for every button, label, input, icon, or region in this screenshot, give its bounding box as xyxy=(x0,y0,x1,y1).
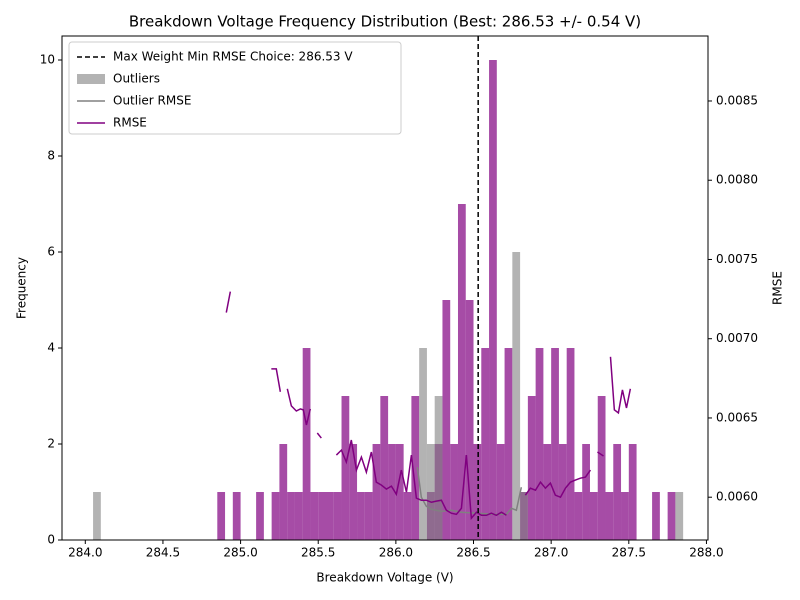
y2-tick-label: 0.0075 xyxy=(716,252,758,266)
y2-axis-label: RMSE xyxy=(771,271,785,305)
histogram-bar xyxy=(566,348,575,540)
chart-title: Breakdown Voltage Frequency Distribution… xyxy=(129,13,641,31)
histogram-bar xyxy=(535,348,544,540)
x-tick-label: 284.5 xyxy=(146,546,180,560)
rmse-line xyxy=(225,291,632,521)
histogram-bar xyxy=(520,492,528,540)
x-tick-label: 286.0 xyxy=(379,546,413,560)
histogram-bar xyxy=(217,492,226,540)
histogram-bar xyxy=(504,348,513,540)
y2-tick-label: 0.0080 xyxy=(716,173,758,187)
histogram-bar xyxy=(465,300,474,540)
y-tick-label: 10 xyxy=(40,53,55,67)
legend-swatch xyxy=(77,74,105,84)
histogram-bar xyxy=(349,444,358,540)
y2-tick-label: 0.0065 xyxy=(716,410,758,424)
histogram-bar xyxy=(450,444,458,540)
histogram-bar xyxy=(232,492,241,540)
histogram-bar xyxy=(403,492,412,540)
histogram-bar xyxy=(667,492,676,540)
histogram-bar xyxy=(613,444,622,540)
histogram-bar xyxy=(489,60,497,540)
y-axis-label: Frequency xyxy=(15,257,29,319)
histogram-bar xyxy=(325,492,334,540)
histogram-bar xyxy=(256,492,264,540)
histogram-bar xyxy=(271,492,280,540)
y-tick-label: 4 xyxy=(47,341,55,355)
x-tick-label: 287.5 xyxy=(612,546,646,560)
histogram-bar xyxy=(512,252,521,540)
y-tick-label: 2 xyxy=(47,437,55,451)
y-tick-label: 6 xyxy=(47,245,55,259)
histogram-bar xyxy=(457,204,466,540)
x-axis-label: Breakdown Voltage (V) xyxy=(316,571,453,585)
histogram-bar xyxy=(434,396,443,540)
histogram-bar xyxy=(419,348,427,540)
legend-label: Max Weight Min RMSE Choice: 286.53 V xyxy=(113,50,353,64)
histogram-bar xyxy=(279,444,288,540)
histogram-bar xyxy=(372,444,381,540)
histogram-bar xyxy=(93,492,101,540)
histogram-bar xyxy=(473,444,482,540)
histogram-bar xyxy=(605,492,614,540)
histogram-bar xyxy=(621,492,629,540)
x-tick-label: 286.5 xyxy=(456,546,490,560)
histogram-bar xyxy=(333,492,342,540)
histogram-bar xyxy=(675,492,684,540)
histogram-bar xyxy=(294,492,303,540)
x-tick-label: 288.0 xyxy=(689,546,723,560)
histogram-bar xyxy=(302,348,311,540)
histogram-bar xyxy=(543,444,552,540)
rmse-line xyxy=(416,466,523,516)
histogram-bar xyxy=(527,396,536,540)
histogram-bar xyxy=(496,444,505,540)
histogram-bar xyxy=(388,444,396,540)
histogram-bar xyxy=(652,492,660,540)
histogram-bar xyxy=(341,396,350,540)
legend-box xyxy=(68,41,402,135)
histogram-bar xyxy=(442,300,451,540)
legend-label: Outlier RMSE xyxy=(113,94,191,108)
x-tick-label: 287.0 xyxy=(534,546,568,560)
y2-tick-label: 0.0085 xyxy=(716,93,758,107)
histogram-bar xyxy=(395,444,404,540)
histogram-bar xyxy=(357,492,365,540)
plot-frame xyxy=(61,35,709,541)
histogram-bar xyxy=(364,492,373,540)
histogram-bar xyxy=(310,492,319,540)
histogram-bar xyxy=(597,396,606,540)
histogram-bar xyxy=(628,444,637,540)
y2-tick-label: 0.0070 xyxy=(716,331,758,345)
y2-tick-label: 0.0060 xyxy=(716,490,758,504)
histogram-bar xyxy=(380,396,389,540)
histogram-bar xyxy=(582,444,590,540)
y-tick-label: 0 xyxy=(47,533,55,547)
x-tick-label: 285.5 xyxy=(301,546,335,560)
histogram-bar xyxy=(481,348,490,540)
histogram-bar xyxy=(426,444,435,540)
histogram-bar xyxy=(574,492,583,540)
histogram-bar xyxy=(589,492,598,540)
y-tick-label: 8 xyxy=(47,149,55,163)
histogram-bar xyxy=(411,396,420,540)
histogram-bar xyxy=(287,492,295,540)
x-tick-label: 285.0 xyxy=(223,546,257,560)
legend-label: Outliers xyxy=(113,72,160,86)
legend-label: RMSE xyxy=(113,116,147,130)
histogram-bar xyxy=(318,492,326,540)
x-tick-label: 284.0 xyxy=(68,546,102,560)
histogram-bar xyxy=(551,348,559,540)
